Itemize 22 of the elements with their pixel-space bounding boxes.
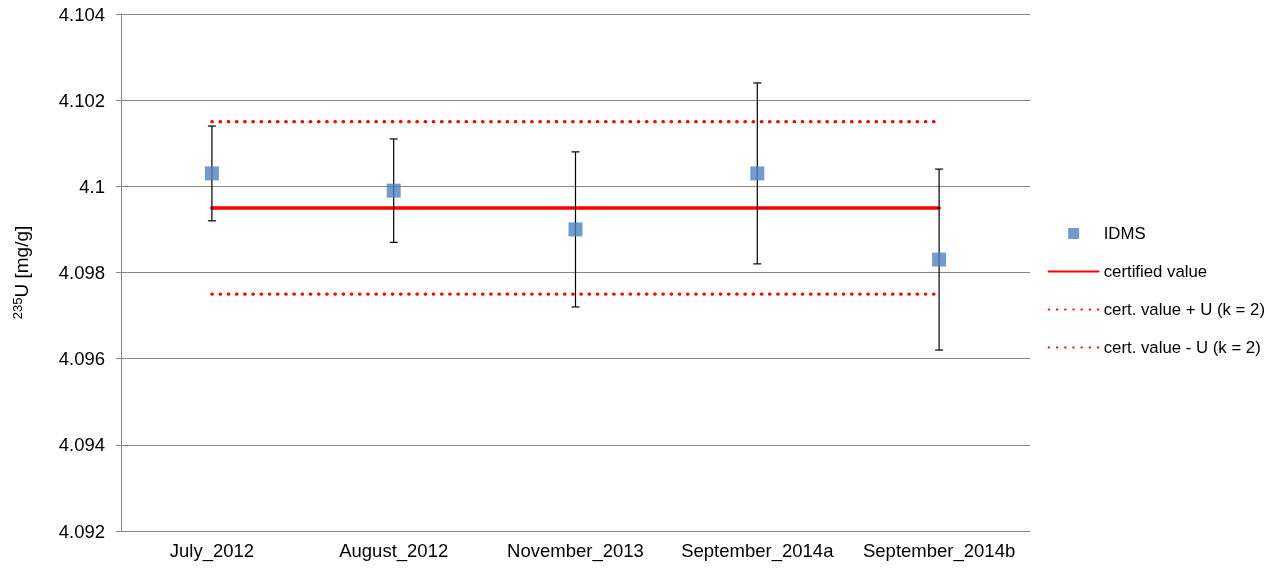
y-tick-label: 4.094 <box>58 434 105 456</box>
legend-label: cert. value - U (k = 2) <box>1103 338 1261 357</box>
x-tick-label: September_2014a <box>681 540 835 562</box>
x-tick-label: July_2012 <box>169 540 255 562</box>
point <box>932 252 947 267</box>
x-tick-label: September_2014b <box>862 540 1016 562</box>
y-tick-label: 4.1 <box>79 175 105 197</box>
y-tick-label: 4.102 <box>58 89 105 111</box>
point <box>204 166 219 181</box>
point <box>568 222 583 237</box>
y-tick-label: 4.098 <box>58 262 105 283</box>
y-tick-label: 4.096 <box>58 348 105 370</box>
legend-label: certified value <box>1103 262 1208 281</box>
legend-label: IDMS <box>1103 224 1146 243</box>
y-tick-label: 4.104 <box>58 3 105 25</box>
legend-label: cert. value + U (k = 2) <box>1103 300 1266 319</box>
x-tick-label: August_2012 <box>339 540 449 562</box>
x-tick-label: November_2013 <box>507 540 644 562</box>
point <box>386 183 401 198</box>
y-tick-label: 4.092 <box>58 520 105 542</box>
point <box>750 166 765 181</box>
y-axis-title: 235U [mg/g] <box>10 225 32 320</box>
